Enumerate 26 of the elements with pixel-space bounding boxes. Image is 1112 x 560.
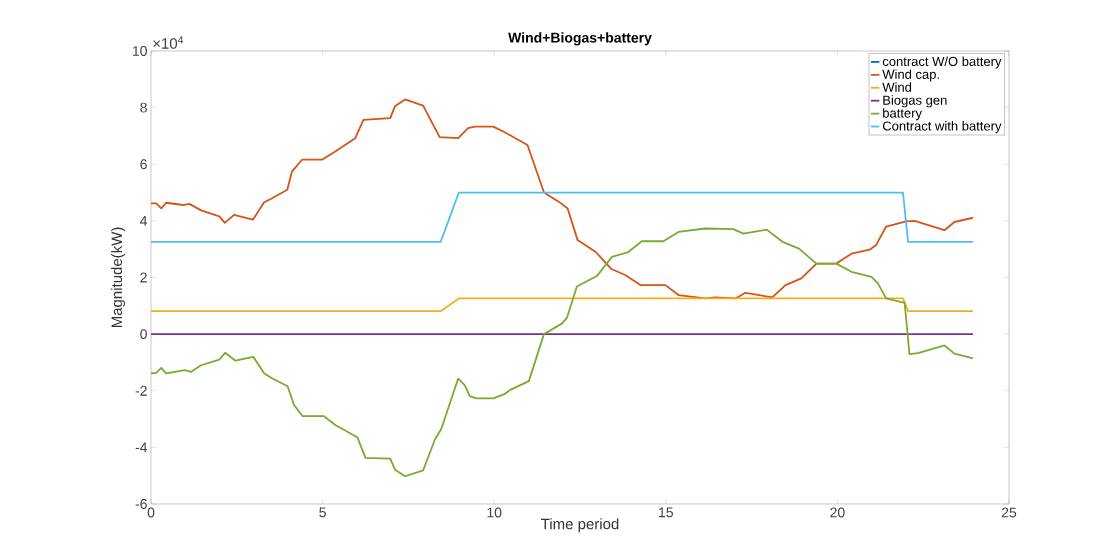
legend-label: battery xyxy=(883,108,922,121)
x-tick-label: 10 xyxy=(487,507,502,518)
y-axis-title: Magnitude(kW) xyxy=(111,227,126,328)
y-tick-label: 8 xyxy=(140,102,147,113)
legend-label: Wind cap. xyxy=(882,69,939,82)
chart-title: Wind+Biogas+battery xyxy=(508,32,652,46)
y-tick-label: 2 xyxy=(140,272,147,283)
legend-label: Wind xyxy=(882,82,912,92)
legend-label: Contract with battery xyxy=(882,121,1002,134)
legend-label: Biogas gen xyxy=(883,95,947,108)
x-tick-label: 0 xyxy=(147,507,155,518)
y-tick-label: 6 xyxy=(140,159,147,170)
x-tick-label: 5 xyxy=(319,507,326,518)
y-tick-label: 0 xyxy=(140,329,147,340)
x-tick-label: 15 xyxy=(659,507,673,518)
x-tick-label: 20 xyxy=(830,507,845,518)
y-tick-label: -2 xyxy=(135,385,147,396)
legend-label: contract W/O battery xyxy=(882,56,1002,69)
y-tick-label: -4 xyxy=(135,442,148,453)
x-tick-label: 25 xyxy=(1001,507,1017,518)
y-tick-label: 10 xyxy=(132,46,147,56)
text: ×10$^{4}$ xyxy=(153,36,184,49)
y-tick-label: 4 xyxy=(140,216,148,226)
x-axis-title: Time period xyxy=(541,518,619,533)
line-series xyxy=(151,227,974,478)
y-tick-label: -6 xyxy=(135,499,147,509)
